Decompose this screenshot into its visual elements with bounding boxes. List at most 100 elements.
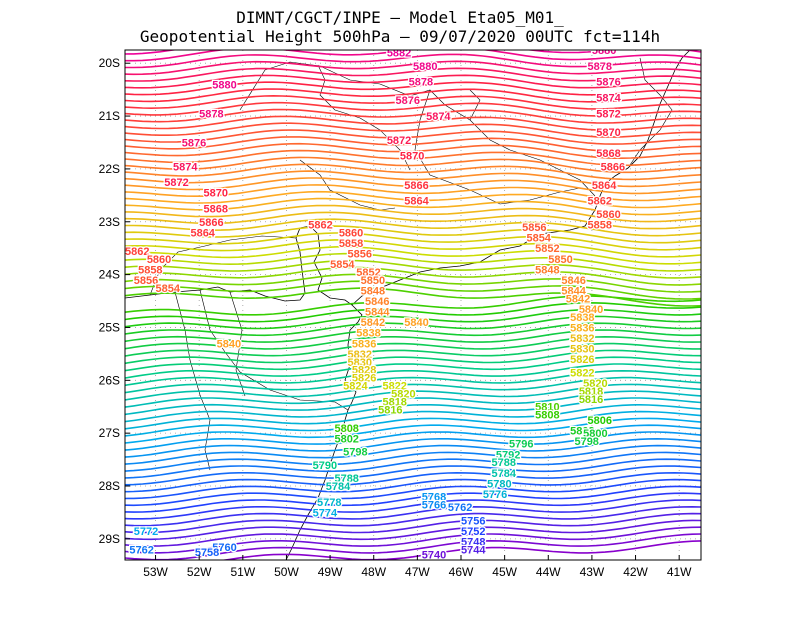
contour-5804	[125, 308, 701, 330]
contour-5848	[125, 156, 701, 174]
contour-label: 5872	[387, 135, 411, 147]
contour-label: 5836	[570, 322, 594, 334]
contour-label: 5842	[566, 293, 590, 305]
contour-5748	[125, 499, 701, 527]
contour-label: 5806	[588, 415, 612, 427]
contour-5820	[125, 252, 701, 272]
contour-5796	[125, 335, 701, 357]
contour-label: 5854	[156, 283, 181, 295]
contour-label: 5866	[601, 161, 625, 173]
contour-label: 5748	[461, 537, 485, 549]
contour-5878	[125, 53, 701, 69]
contour-5788	[125, 363, 701, 387]
contour-5794	[125, 342, 701, 365]
contour-label: 5778	[317, 497, 341, 509]
contour-label: 5810	[535, 402, 559, 414]
contour-label: 5866	[199, 217, 223, 229]
contour-5800	[125, 322, 701, 343]
lat-tick-label: 28S	[99, 479, 120, 493]
lat-tick-label: 22S	[99, 162, 120, 176]
contour-5738	[125, 533, 701, 560]
lon-tick-label: 51W	[230, 565, 255, 579]
contour-label: 5880	[212, 79, 236, 91]
contour-5764	[125, 444, 701, 472]
contour-5844	[125, 170, 701, 188]
contour-label: 5882	[387, 48, 411, 60]
contour-label: 5762	[129, 544, 153, 556]
lat-tick-label: 29S	[99, 532, 120, 546]
lon-tick-label: 46W	[449, 565, 474, 579]
contour-5756	[125, 471, 701, 500]
contour-label: 5744	[461, 544, 486, 556]
contour-label: 5876	[596, 77, 620, 89]
contour-5776	[125, 403, 701, 430]
contour-label: 5874	[173, 161, 198, 173]
contour-5870	[125, 81, 701, 96]
contour-5828	[125, 225, 701, 244]
contour-label: 5872	[596, 108, 620, 120]
contour-label: 5856	[522, 222, 546, 234]
lon-tick-label: 53W	[143, 565, 168, 579]
contour-labels: 5882588058785876587458725870586658645880…	[125, 45, 626, 560]
lon-tick-label: 47W	[405, 565, 430, 579]
contour-label: 5868	[596, 148, 620, 160]
contour-5736	[220, 540, 701, 560]
contour-5790	[125, 356, 701, 379]
contour-label: 5784	[492, 468, 517, 480]
contour-5840	[125, 184, 701, 202]
contour-5758	[125, 465, 701, 493]
contour-5814	[125, 273, 701, 293]
contour-label: 5790	[313, 460, 337, 472]
contour-5854	[125, 136, 701, 153]
contour-label: 5832	[570, 333, 594, 345]
contour-5860	[125, 115, 701, 131]
contour-5772	[125, 417, 701, 444]
lat-tick-label: 21S	[99, 109, 120, 123]
contour-label: 5864	[190, 227, 215, 239]
contour-label: 5820	[391, 389, 415, 401]
contour-5850	[125, 149, 701, 167]
contour-label: 5852	[356, 267, 380, 279]
contour-5812	[125, 280, 701, 300]
coastline-ne	[351, 50, 691, 306]
contour-5768	[125, 431, 701, 458]
title-line-1: DIMNT/CGCT/INPE – Model Eta05_M01_	[236, 8, 564, 27]
contour-label: 5844	[365, 307, 390, 319]
contour-5818	[125, 259, 701, 279]
contour-label: 5822	[570, 367, 594, 379]
contour-5842	[125, 177, 701, 195]
contour-label: 5840	[404, 317, 428, 329]
contour-label: 5830	[348, 357, 372, 369]
contour-5806	[125, 301, 701, 323]
contour-label: 5826	[570, 354, 594, 366]
lon-tick-label: 43W	[580, 565, 605, 579]
contour-label: 5860	[147, 254, 171, 266]
axes: 20S 21S 22S 23S 24S 25S 26S 27S 28S 29S 53W 52W 51W 5…	[99, 56, 693, 579]
contour-5826	[125, 232, 701, 251]
contour-label: 5824	[343, 381, 368, 393]
contour-label: 5870	[596, 127, 620, 139]
contour-label: 5818	[382, 396, 406, 408]
contour-label: 5826	[352, 373, 376, 385]
contour-5868	[125, 88, 701, 103]
contour-5810	[125, 287, 701, 307]
lat-tick-label: 20S	[99, 56, 120, 70]
contour-5746	[125, 505, 701, 534]
contour-label: 5880	[592, 45, 616, 57]
contour-5846	[125, 163, 701, 181]
contour-label: 5792	[496, 449, 520, 461]
contour-label: 5862	[125, 246, 149, 258]
contour-5782	[125, 383, 701, 408]
contour-label: 5876	[182, 137, 206, 149]
contour-label: 5772	[134, 526, 158, 538]
contour-label: 5798	[343, 447, 367, 459]
contour-label: 5798	[574, 436, 598, 448]
contour-5864	[125, 101, 701, 117]
contour-label: 5878	[588, 61, 612, 73]
contour-label: 5802	[334, 433, 358, 445]
lat-tick-label: 23S	[99, 215, 120, 229]
contour-label: 5880	[413, 61, 437, 73]
contour-5838	[125, 190, 701, 209]
contour-label: 5752	[461, 526, 485, 538]
contour-label: 5760	[212, 542, 236, 554]
